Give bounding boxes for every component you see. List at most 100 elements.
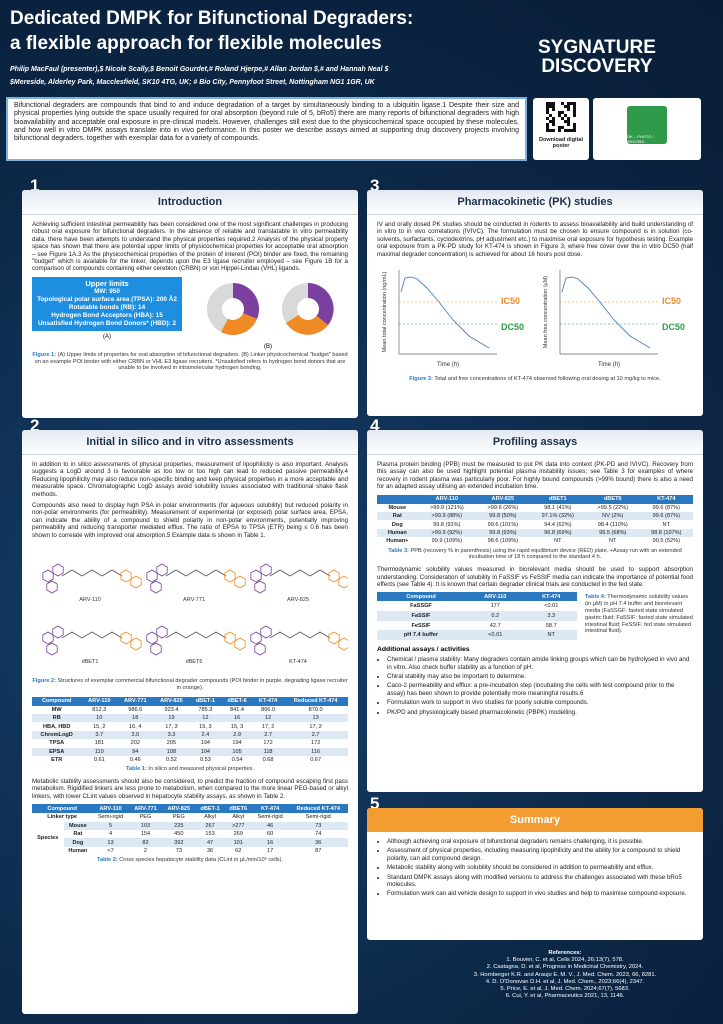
linker (165, 631, 227, 639)
bullet-list: Chemical / plasma stability: Many degrad… (377, 656, 693, 716)
cell: 12 (189, 714, 222, 723)
header-cell: dBET-6 (221, 696, 253, 706)
structure-label: dBET1 (82, 659, 99, 665)
ring (156, 625, 168, 639)
header-cell: Compound (32, 696, 82, 706)
cell: 17, 3 (165, 723, 178, 730)
caption: Table 3: PPB (recovery % in parenthesis)… (377, 548, 693, 562)
structure: ARV-110 (42, 563, 142, 603)
curve (400, 276, 490, 349)
ring (130, 575, 142, 589)
header-row: Compound ARV-110 KT-474 (377, 592, 577, 602)
references: References: 1. Bouvier, C. et al, Cells … (420, 950, 710, 1000)
row: Rat 4 154 450 153 269 60 74 (32, 830, 348, 838)
row: FeSSIF 42.7 58.7 (377, 621, 577, 631)
structure-label: dBET6 (186, 659, 203, 665)
reference: 4. D. O'Donovan D.H. et al, J. Med. Chem… (485, 978, 645, 985)
bullet-item: Metabolic stability along with solubilit… (387, 864, 693, 871)
caption-label: Table 2: (96, 857, 118, 864)
bullet-item: Formulation work to support in vivo stud… (387, 699, 693, 706)
cell: 392 (162, 838, 196, 847)
header-cell: ARV-825 (162, 804, 196, 814)
header-cell: ARV-110 (417, 494, 477, 504)
cell: 90.5 (52%) (652, 538, 680, 545)
caption: Table 2: Cross species hepatocyte stabil… (32, 857, 348, 864)
structure: ARV-825 (250, 563, 350, 603)
ring (52, 563, 64, 577)
cell: 47 (195, 838, 225, 847)
cell: PEG (139, 814, 152, 821)
cell: 0.68 (262, 757, 274, 764)
qr-cell (573, 123, 576, 126)
caption-label: Table 3: (388, 547, 409, 554)
ring (328, 631, 340, 645)
qr-cell (549, 105, 552, 108)
cell: 82 (128, 838, 163, 847)
photo-icon: OK – PHOTO / RECORD (627, 106, 667, 144)
qr-code[interactable] (546, 102, 576, 132)
ring (120, 631, 132, 645)
cell: 2.4 (189, 730, 222, 740)
limit-item: MW: 950 (94, 287, 120, 295)
caption-label: Table 4: (585, 594, 606, 601)
paragraph: IV and orally dosed PK studies should be… (377, 221, 693, 258)
header-cell: dBET6 (224, 804, 252, 814)
cell: 60 (267, 831, 274, 838)
intro-box: Bifunctional degraders are compounds tha… (6, 97, 527, 161)
row: Rat >99.9 (88%) 99.8 (50%) 97.1% (32%) NV (2… (377, 512, 693, 521)
cell: Human (377, 528, 418, 538)
cell: 118 (252, 747, 284, 756)
ring (254, 642, 266, 656)
qr-cell (567, 102, 570, 105)
ring (224, 631, 236, 645)
cell: 2.7 (252, 730, 284, 740)
bullet-item: Caco-2 permeability and efflux: a pre-in… (387, 682, 693, 697)
header-row: Compound ARV-110 ARV-771 ARV-825 dBET-1 dBET6… (32, 804, 348, 814)
cell: NT (662, 521, 671, 528)
cell: 16 (221, 714, 253, 723)
row: HBA, HBD 15, 2 16, 4 17, 3 15, 3 15, 3 17, 2 17… (32, 722, 348, 730)
ring (328, 569, 340, 583)
cell: 46 (251, 821, 289, 831)
caption-text: In silico and measured physical properti… (148, 766, 254, 773)
ring (260, 625, 272, 639)
dc50-label: DC50 (501, 322, 524, 332)
ring (150, 580, 162, 594)
cell: 923.4 (164, 706, 179, 713)
section-introduction: Introduction Achieving sufficient intest… (22, 190, 358, 418)
cell: 202 (130, 740, 140, 747)
row: TPSA 181 202 205 194 194 172 172 (32, 739, 348, 747)
qr-cell (552, 117, 555, 120)
caption-text: Cross species hepatocyte stability data … (119, 857, 284, 864)
linker (61, 569, 123, 577)
bullet-item: Assessment of physical properties, inclu… (387, 847, 693, 862)
table-4-block: Compound ARV-110 KT-474 FaSSGF 177 <0.01 FaSSI… (377, 592, 693, 641)
cell: 0.2 (464, 611, 526, 621)
caption-label: Figure 2: (32, 678, 56, 685)
axis-label: Time (h) (437, 362, 459, 368)
affiliations: $Mereside, Alderley Park, Macclesfield, … (10, 79, 375, 86)
cell: Human+ (386, 538, 409, 545)
cell: 2.9 (221, 730, 253, 740)
header-cell: ARV-110 (81, 696, 118, 706)
ring (42, 631, 54, 645)
paragraph: In addition to in silico assessments of … (32, 461, 348, 498)
cell: 74 (315, 831, 322, 838)
cell: 15, 3 (199, 723, 212, 730)
caption-text: Structures of exemplar commercial bifunc… (57, 678, 348, 691)
cell: 99.8 (91%) (433, 521, 461, 528)
cell: Semi-rigid (257, 814, 283, 821)
cell: 194 (232, 740, 242, 747)
cell: 267 (195, 821, 225, 831)
cell: 99.9 (109%) (431, 538, 463, 545)
qr-cell (549, 114, 552, 117)
cell: <0.01 (544, 603, 559, 610)
reference: 6. Cui, Y. et al, Pharmaceutics 2021, 13… (505, 993, 625, 1000)
ring (254, 580, 266, 594)
cell: 3.0 (117, 730, 154, 740)
cell: 2.7 (283, 730, 348, 740)
qr-cell (546, 123, 549, 126)
cell: 99.8 (50%) (476, 512, 530, 521)
photo-box: OK – PHOTO / RECORD (593, 98, 701, 160)
structure: KT-474 (250, 625, 350, 665)
